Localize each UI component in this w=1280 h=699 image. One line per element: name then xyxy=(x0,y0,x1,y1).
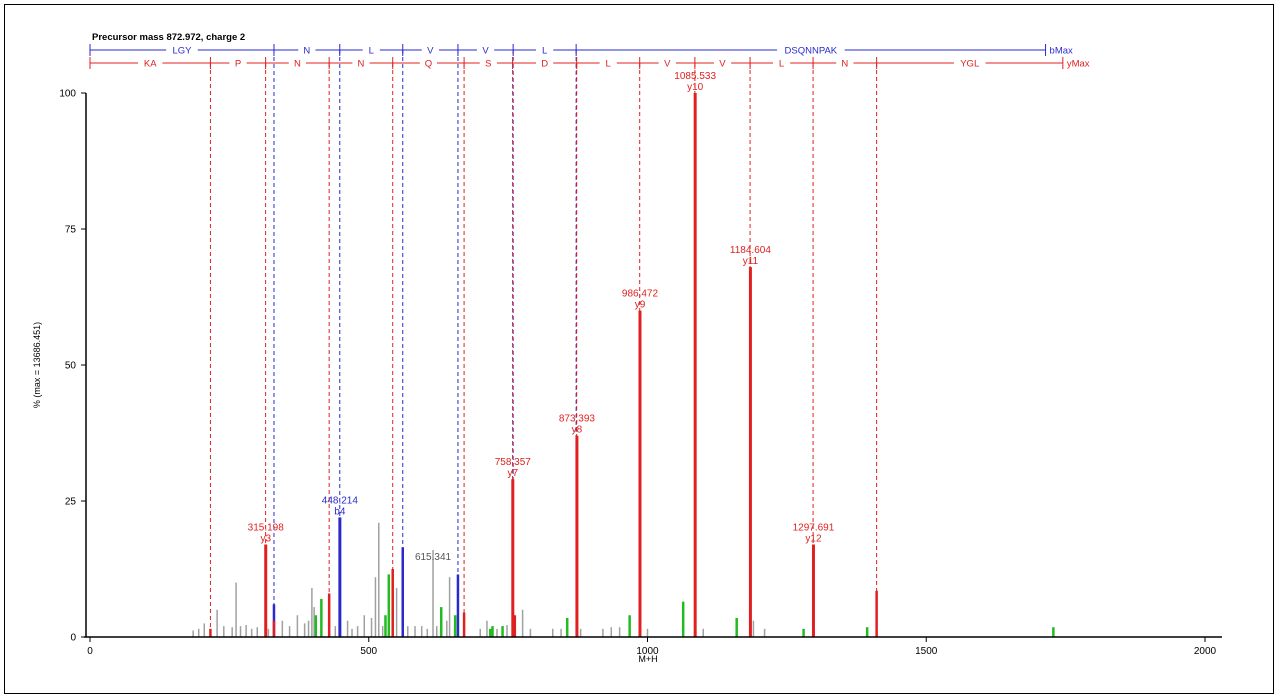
peak-ion-label: y3 xyxy=(260,534,271,545)
peak-mz-label: 1184.604 xyxy=(730,245,771,256)
peak-mz-label: 315.198 xyxy=(248,523,285,534)
y-residue-label: D xyxy=(541,59,548,70)
peak-mz-label: 448.214 xyxy=(322,495,359,506)
peak-ion-label: y10 xyxy=(687,82,704,93)
b-residue-label: V xyxy=(482,46,489,57)
y-tick-label: 75 xyxy=(65,225,77,236)
x-tick-label: 0 xyxy=(87,646,93,657)
b-residue-label: N xyxy=(303,46,310,57)
y-residue-label: V xyxy=(664,59,671,70)
b-residue-label: V xyxy=(427,46,434,57)
b-residue-label: L xyxy=(542,46,547,57)
y-residue-label: N xyxy=(294,59,301,70)
x-tick-label: 2000 xyxy=(1194,646,1217,657)
x-tick-label: 1000 xyxy=(636,646,659,657)
peak-mz-label: 758.357 xyxy=(495,457,532,468)
y-ladder-end-label: yMax xyxy=(1067,59,1090,70)
y-tick-label: 100 xyxy=(59,89,76,100)
y-tick-label: 50 xyxy=(65,361,77,372)
y-residue-label: KA xyxy=(144,59,157,70)
chart-title: Precursor mass 872.972, charge 2 xyxy=(92,32,245,43)
y-residue-label: L xyxy=(779,59,784,70)
x-tick-label: 500 xyxy=(360,646,377,657)
x-axis-label: M+H xyxy=(638,654,657,664)
peak-ion-label: y11 xyxy=(743,256,759,267)
y-residue-label: V xyxy=(719,59,726,70)
y-residue-label: Q xyxy=(425,59,432,70)
x-tick-label: 1500 xyxy=(915,646,938,657)
b-ladder-end-label: bMax xyxy=(1050,46,1073,57)
peak-ion-label: b4 xyxy=(334,506,346,517)
peak-mz-label: 1297.691 xyxy=(793,523,835,534)
y-residue-label: S xyxy=(485,59,491,70)
peak-ion-label: y9 xyxy=(635,300,646,311)
peak-bars xyxy=(192,93,1055,637)
ion-guide-lines xyxy=(209,50,878,637)
peak-ion-label: y12 xyxy=(805,534,822,545)
y-tick-label: 0 xyxy=(70,633,76,644)
b-residue-label: LGY xyxy=(172,46,192,57)
peak-mz-label: 615.341 xyxy=(415,552,452,563)
b-residue-label: L xyxy=(369,46,374,57)
y-residue-label: P xyxy=(235,59,241,70)
y-residue-label: N xyxy=(358,59,365,70)
peak-ion-label: y8 xyxy=(572,425,583,436)
peak-mz-label: 1085.533 xyxy=(674,71,716,82)
y-residue-label: L xyxy=(606,59,611,70)
chart-frame xyxy=(4,4,1274,694)
peak-mz-label: 986.472 xyxy=(622,289,659,300)
y-residue-label: N xyxy=(841,59,848,70)
peak-mz-label: 873.393 xyxy=(559,414,596,425)
b-residue-label: DSQNNPAK xyxy=(785,46,838,57)
y-tick-label: 25 xyxy=(65,497,77,508)
peak-ion-label: y7 xyxy=(508,468,519,479)
y-axis-label: % (max = 13686.451) xyxy=(32,322,42,408)
y-residue-label: YGL xyxy=(960,59,979,70)
